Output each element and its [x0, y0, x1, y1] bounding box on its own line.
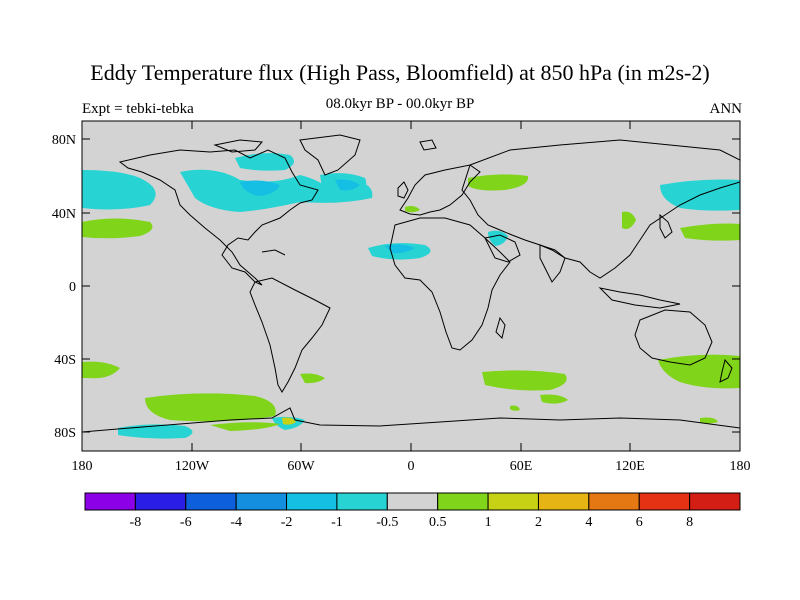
- colorbar-swatch: [235, 492, 288, 511]
- lon-tick-label: 120E: [615, 459, 645, 474]
- anomaly-ross: [700, 417, 718, 424]
- chart-title: Eddy Temperature flux (High Pass, Bloomf…: [90, 60, 710, 85]
- colorbar-swatch: [84, 492, 136, 511]
- coast-uk: [397, 181, 409, 199]
- anomaly-southern-ocean-indian: [540, 394, 568, 404]
- coast-europe: [399, 164, 481, 216]
- coastlines: [82, 134, 740, 433]
- anomaly-north-america: [180, 169, 373, 212]
- colorbar-swatch: [185, 492, 237, 511]
- colorbar-label: -6: [180, 515, 192, 530]
- coast-arctic-islands: [213, 139, 264, 153]
- anomaly-east-pacific: [82, 218, 153, 239]
- colorbar-swatch: [286, 492, 338, 511]
- colorbar-swatch: [689, 492, 741, 511]
- anomaly-antarctic-west: [118, 424, 193, 439]
- anomaly-north-pacific: [82, 170, 156, 210]
- lat-tick-label: 80N: [52, 133, 76, 148]
- lon-tick-label: 60E: [510, 459, 533, 474]
- colorbar-swatch: [336, 492, 388, 511]
- colorbar-label: -2: [281, 515, 293, 530]
- coast-japan: [659, 213, 673, 239]
- lat-tick-labels: 80N 40N 0 40S 80S: [52, 133, 76, 441]
- coast-antarctica: [82, 407, 740, 433]
- colorbar-swatch: [537, 492, 590, 511]
- lon-tick-label: 180: [730, 459, 751, 474]
- colorbar-swatch: [638, 492, 691, 511]
- lat-tick-label: 0: [69, 280, 76, 295]
- stronger-negative-regions: [240, 179, 415, 254]
- experiment-label: Expt = tebki-tebka: [82, 101, 194, 117]
- colorbar-label: 6: [636, 515, 643, 530]
- coast-south-america: [249, 277, 331, 393]
- anomaly-arabia: [488, 230, 508, 246]
- anomaly-south-atlantic: [300, 373, 325, 384]
- lon-tick-label: 180: [72, 459, 93, 474]
- anomaly-core-atl: [335, 179, 360, 191]
- coast-caribbean: [261, 249, 286, 256]
- anomaly-southern-ocean-pacific: [145, 393, 276, 422]
- anomaly-east-asia: [622, 211, 636, 229]
- colorbar-label: -1: [331, 515, 343, 530]
- lat-tick-label: 40S: [54, 353, 76, 368]
- colorbar-swatch: [386, 492, 439, 511]
- lon-tick-label: 120W: [175, 459, 210, 474]
- coast-asia: [461, 139, 740, 279]
- anomaly-core-na: [240, 180, 280, 196]
- colorbar-swatch: [588, 492, 640, 511]
- anomaly-west-europe: [405, 206, 420, 213]
- lat-tick-label: 40N: [52, 207, 76, 222]
- anomaly-core-sahara: [385, 244, 415, 254]
- colorbar-swatch: [437, 492, 489, 511]
- colorbar: [84, 492, 741, 511]
- lon-tick-labels: 180 120W 60W 0 60E 120E 180: [72, 459, 751, 474]
- colorbar-label: 0.5: [429, 515, 447, 530]
- coast-indonesia: [598, 287, 681, 309]
- anomaly-south-pacific-east: [82, 361, 120, 379]
- colorbar-label: 2: [535, 515, 542, 530]
- lon-tick-label: 60W: [287, 459, 315, 474]
- colorbar-label: 8: [686, 515, 693, 530]
- period-label: 08.0kyr BP - 00.0kyr BP: [325, 96, 475, 112]
- anomaly-weddell-small: [282, 417, 296, 425]
- season-label: ANN: [709, 101, 743, 117]
- colorbar-label: 1: [485, 515, 492, 530]
- coast-australia: [634, 309, 713, 366]
- coast-arabia: [484, 234, 521, 263]
- coast-madagascar: [495, 316, 506, 339]
- anomaly-south-indian: [482, 370, 567, 391]
- coast-greenland: [299, 134, 361, 176]
- anomaly-central-asia: [468, 174, 529, 191]
- yellow-anomaly-regions: [282, 417, 296, 425]
- colorbar-label: -8: [130, 515, 142, 530]
- coast-svalbard: [419, 139, 437, 151]
- colorbar-label: -0.5: [376, 515, 398, 530]
- anomaly-sub-antarctic: [510, 405, 520, 411]
- lat-axis: [82, 138, 740, 433]
- coast-new-zealand: [719, 358, 733, 383]
- colorbar-swatch: [487, 492, 539, 511]
- colorbar-label: -4: [230, 515, 242, 530]
- lon-axis: [191, 121, 631, 451]
- coast-africa: [389, 217, 511, 351]
- colorbar-labels: -8 -6 -4 -2 -1 -0.5 0.5 1 2 4 6 8: [130, 515, 694, 530]
- coast-north-america: [118, 149, 319, 286]
- lon-tick-label: 0: [408, 459, 415, 474]
- coast-india: [539, 244, 566, 283]
- anomaly-antarctic-coast: [210, 422, 280, 431]
- lat-tick-label: 80S: [54, 426, 76, 441]
- colorbar-label: 4: [585, 515, 592, 530]
- anomaly-west-pacific: [680, 223, 740, 241]
- colorbar-swatch: [134, 492, 187, 511]
